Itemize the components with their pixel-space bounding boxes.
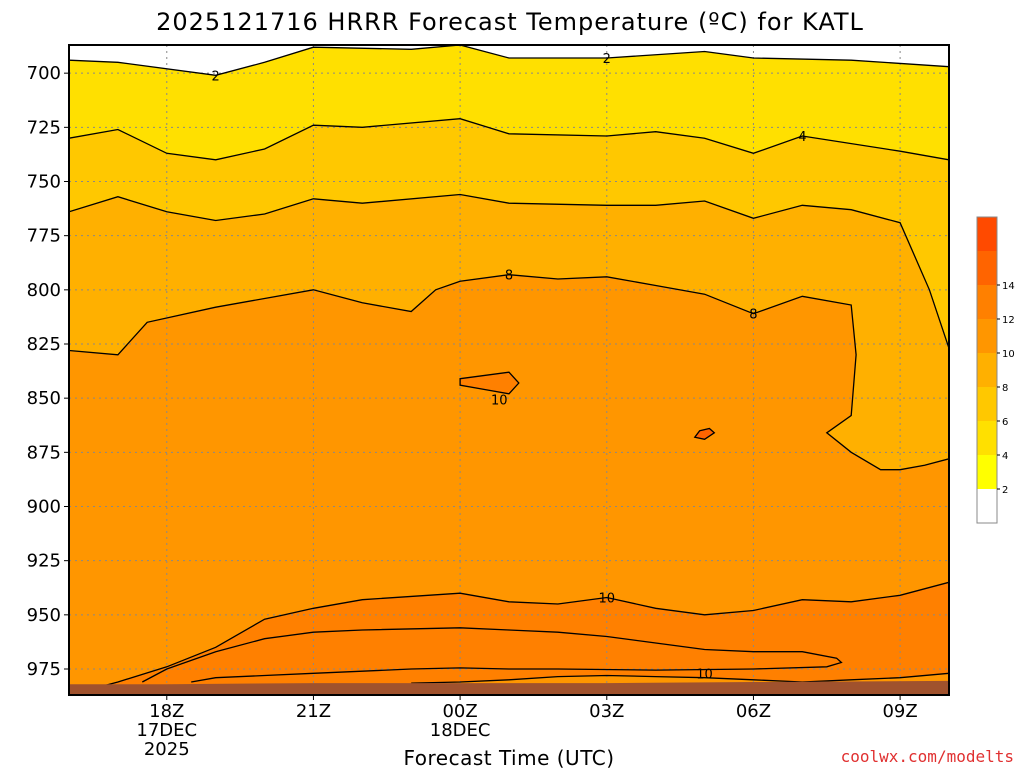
contour-10-7: [459, 371, 520, 395]
colorbar-swatch-1: [977, 455, 997, 489]
colorbar-swatch-0: [977, 489, 997, 523]
colorbar-swatch-4: [977, 353, 997, 387]
contour-label-6: 10: [696, 667, 713, 682]
contour-label-blob: 10: [491, 394, 508, 409]
colorbar-label-6: 6: [1002, 417, 1008, 428]
contour-6-3: [69, 193, 949, 349]
band-10-blob-a: [460, 372, 519, 394]
contour-label-2: 4: [798, 130, 806, 145]
contour-10-5: [69, 581, 949, 695]
y-axis: 700 725 750 775 800 825 850 875 900 925 950 975: [27, 63, 69, 680]
colorbar-swatch-3: [977, 387, 997, 421]
chart-title: 2025121716 HRRR Forecast Temperature (ºC…: [156, 8, 864, 36]
contour-label-1: 2: [603, 52, 611, 67]
contour-2-0: [69, 45, 949, 76]
y-tick-label-850: 850: [27, 388, 61, 409]
band-below-0: [69, 45, 949, 76]
colorbar-label-4: 4: [1002, 451, 1008, 462]
y-tick-label-925: 925: [27, 551, 61, 572]
y-tick-label-700: 700: [27, 63, 61, 84]
y-tick-label-875: 875: [27, 442, 61, 463]
y-tick-label-900: 900: [27, 497, 61, 518]
colorbar-label-8: 8: [1002, 383, 1008, 394]
colorbar-label-12: 12: [1002, 315, 1015, 326]
y-tick-label-800: 800: [27, 280, 61, 301]
contour-8-4: [69, 274, 949, 471]
x-tick-label-30-0: 06Z: [736, 701, 771, 722]
band-10-12: [69, 582, 949, 695]
contour-label-5: 10: [599, 592, 616, 607]
contour-10-6: [411, 672, 949, 684]
ground-layer: [69, 680, 949, 695]
x-tick-label-21-0: 21Z: [296, 701, 331, 722]
y-tick-label-825: 825: [27, 334, 61, 355]
y-tick-label-775: 775: [27, 226, 61, 247]
plot-area: 2 2 4 8 8 10 10 10: [69, 45, 949, 695]
credit-text: coolwx.com/modelts: [841, 747, 1014, 766]
x-tick-label-18-1: 17DEC: [136, 720, 197, 741]
plot-frame: [68, 44, 950, 696]
y-tick-label-950: 950: [27, 605, 61, 626]
x-axis-label: Forecast Time (UTC): [403, 746, 614, 768]
colorbar-legend: 2 4 6 8 10 12 14: [976, 216, 1015, 524]
colorbar-frame: [976, 216, 998, 524]
contour-12-9: [141, 627, 843, 683]
y-tick-label-750: 750: [27, 172, 61, 193]
colorbar-label-2: 2: [1002, 485, 1008, 496]
contour-4-2: [69, 118, 949, 161]
x-tick-label-18-0: 18Z: [149, 701, 184, 722]
x-tick-label-33-0: 09Z: [882, 701, 917, 722]
x-tick-label-18-2: 2025: [144, 739, 190, 760]
colorbar-label-10: 10: [1002, 349, 1015, 360]
colorbar-swatch-7: [977, 251, 997, 285]
y-tick-label-975: 975: [27, 659, 61, 680]
ground-surface: [69, 680, 949, 695]
x-tick-label-24-1: 18DEC: [430, 720, 491, 741]
colorbar-swatch-6: [977, 285, 997, 319]
colorbar-swatch-5: [977, 319, 997, 353]
x-tick-label-24-0: 00Z: [442, 701, 477, 722]
contour-label-3: 8: [505, 269, 513, 284]
contour-label-0: 2: [212, 69, 220, 84]
band-2-4: [69, 45, 949, 160]
grid-lines: [69, 45, 949, 695]
colorbar-swatch-2: [977, 421, 997, 455]
x-tick-label-27-0: 03Z: [589, 701, 624, 722]
contour-label-4: 8: [749, 308, 757, 323]
temperature-fills: [69, 45, 949, 695]
contour-lines: 2 2 4 8 8 10 10 10: [69, 45, 949, 695]
y-tick-label-725: 725: [27, 117, 61, 138]
colorbar-swatch-8: [977, 217, 997, 251]
contour-10-8: [693, 427, 716, 440]
colorbar-label-14: 14: [1002, 281, 1015, 292]
contour-label-bg-7: [550, 424, 566, 438]
